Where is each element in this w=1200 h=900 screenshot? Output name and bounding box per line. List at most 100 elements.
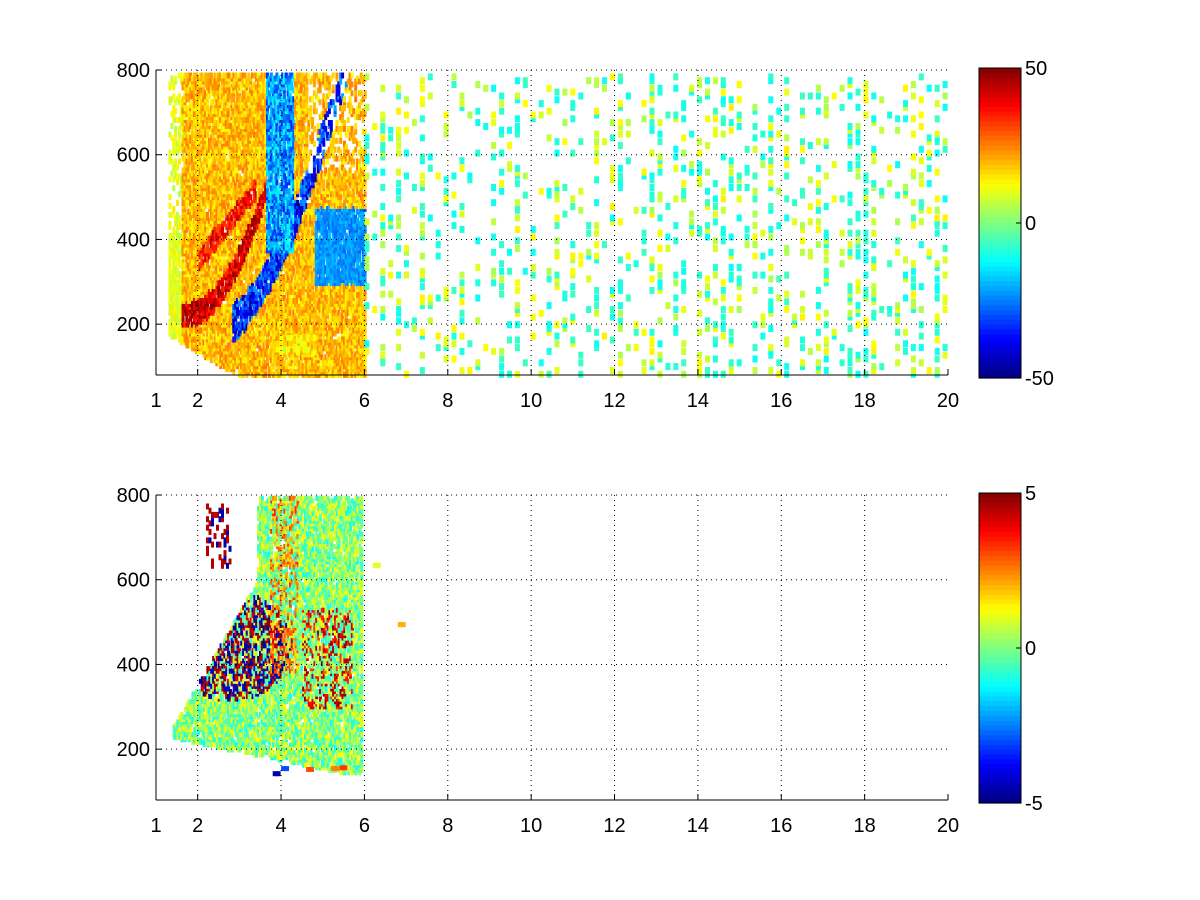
heatmap-cell	[168, 294, 172, 301]
heatmap-cell	[256, 206, 260, 212]
heatmap-cell	[275, 265, 279, 272]
heatmap-cell	[232, 366, 236, 373]
heatmap-cell	[288, 188, 292, 195]
heatmap-cell	[172, 93, 176, 100]
heatmap-cell	[222, 294, 226, 301]
heatmap-cell	[202, 173, 206, 180]
heatmap-cell	[271, 108, 275, 115]
heatmap-cell	[206, 191, 209, 198]
heatmap-cell	[269, 120, 273, 126]
heatmap-cell	[170, 123, 174, 129]
heatmap-cell	[296, 140, 300, 147]
heatmap-cell	[254, 241, 258, 248]
heatmap-cell	[292, 363, 296, 370]
heatmap-cell	[209, 268, 213, 275]
heatmap-cell	[222, 232, 226, 239]
heatmap-cell	[185, 250, 189, 257]
heatmap-cell	[296, 262, 300, 269]
heatmap-cell	[269, 96, 273, 103]
heatmap-cell	[200, 161, 204, 168]
heatmap-cell	[174, 321, 178, 328]
heatmap-cell	[183, 238, 187, 245]
heatmap-cell	[192, 259, 196, 266]
heatmap-cell	[221, 179, 224, 186]
heatmap-cell	[172, 306, 176, 313]
heatmap-cell	[234, 309, 238, 316]
heatmap-cell	[254, 268, 258, 275]
heatmap-cell	[192, 78, 196, 85]
heatmap-cell	[251, 274, 254, 281]
heatmap-cell	[277, 125, 281, 132]
heatmap-cell	[292, 182, 296, 189]
heatmap-cell	[211, 244, 215, 251]
heatmap-cell	[284, 238, 288, 245]
heatmap-cell	[234, 200, 238, 206]
heatmap-cell	[284, 312, 288, 319]
heatmap-cell	[204, 111, 208, 118]
heatmap-cell	[213, 188, 217, 195]
heatmap-cell	[192, 173, 196, 180]
heatmap-cell	[192, 72, 196, 79]
heatmap-cell	[249, 194, 253, 201]
heatmap-cell	[196, 75, 200, 82]
heatmap-cell	[277, 220, 281, 227]
heatmap-cell	[258, 360, 262, 367]
heatmap-cell	[177, 297, 181, 304]
heatmap-cell	[243, 351, 247, 358]
heatmap-cell	[271, 155, 275, 162]
heatmap-cell	[241, 342, 245, 349]
heatmap-cell	[207, 351, 211, 358]
heatmap-cell	[288, 309, 292, 316]
heatmap-cell	[282, 283, 286, 290]
heatmap-cell	[217, 84, 221, 91]
heatmap-cell	[247, 324, 251, 331]
heatmap-cell	[183, 217, 187, 224]
heatmap-cell	[187, 247, 191, 254]
heatmap-cell	[213, 137, 217, 144]
heatmap-cell	[189, 324, 193, 331]
heatmap-cell	[273, 303, 277, 310]
heatmap-cell	[215, 244, 219, 251]
heatmap-cell	[206, 235, 209, 242]
heatmap-cell	[194, 247, 198, 254]
heatmap-cell	[275, 300, 279, 307]
heatmap-cell	[217, 161, 221, 168]
heatmap-cell	[254, 274, 258, 281]
heatmap-cell	[215, 102, 219, 109]
heatmap-cell	[299, 200, 303, 206]
heatmap-cell	[245, 131, 249, 138]
heatmap-cell	[284, 72, 288, 79]
heatmap-cell	[266, 354, 269, 361]
heatmap-cell	[228, 342, 232, 349]
heatmap-cell	[215, 185, 219, 192]
heatmap-cell	[209, 143, 213, 150]
heatmap-cell	[194, 81, 198, 88]
heatmap-cell	[299, 188, 303, 195]
heatmap-cell	[176, 140, 179, 147]
heatmap-cell	[191, 226, 194, 233]
heatmap-cell	[252, 274, 256, 281]
heatmap-cell	[200, 327, 204, 334]
heatmap-cell	[228, 238, 232, 245]
heatmap-cell	[226, 117, 230, 123]
heatmap-cell	[217, 306, 221, 313]
heatmap-cell	[183, 200, 187, 206]
heatmap-cell	[194, 102, 198, 109]
heatmap-cell	[237, 280, 241, 287]
heatmap-cell	[279, 241, 283, 248]
heatmap-cell	[290, 206, 294, 212]
heatmap-cell	[215, 206, 219, 212]
heatmap-cell	[172, 111, 176, 118]
heatmap-cell	[213, 78, 217, 85]
heatmap-cell	[207, 247, 211, 254]
heatmap-cell	[207, 161, 211, 168]
heatmap-cell	[170, 75, 174, 82]
heatmap-cell	[196, 309, 200, 316]
heatmap-cell	[174, 173, 178, 180]
heatmap-cell	[230, 318, 234, 325]
heatmap-cell	[234, 324, 238, 331]
heatmap-cell	[187, 336, 191, 343]
heatmap-cell	[267, 348, 271, 355]
heatmap-cell	[174, 149, 178, 156]
heatmap-cell	[275, 247, 279, 254]
